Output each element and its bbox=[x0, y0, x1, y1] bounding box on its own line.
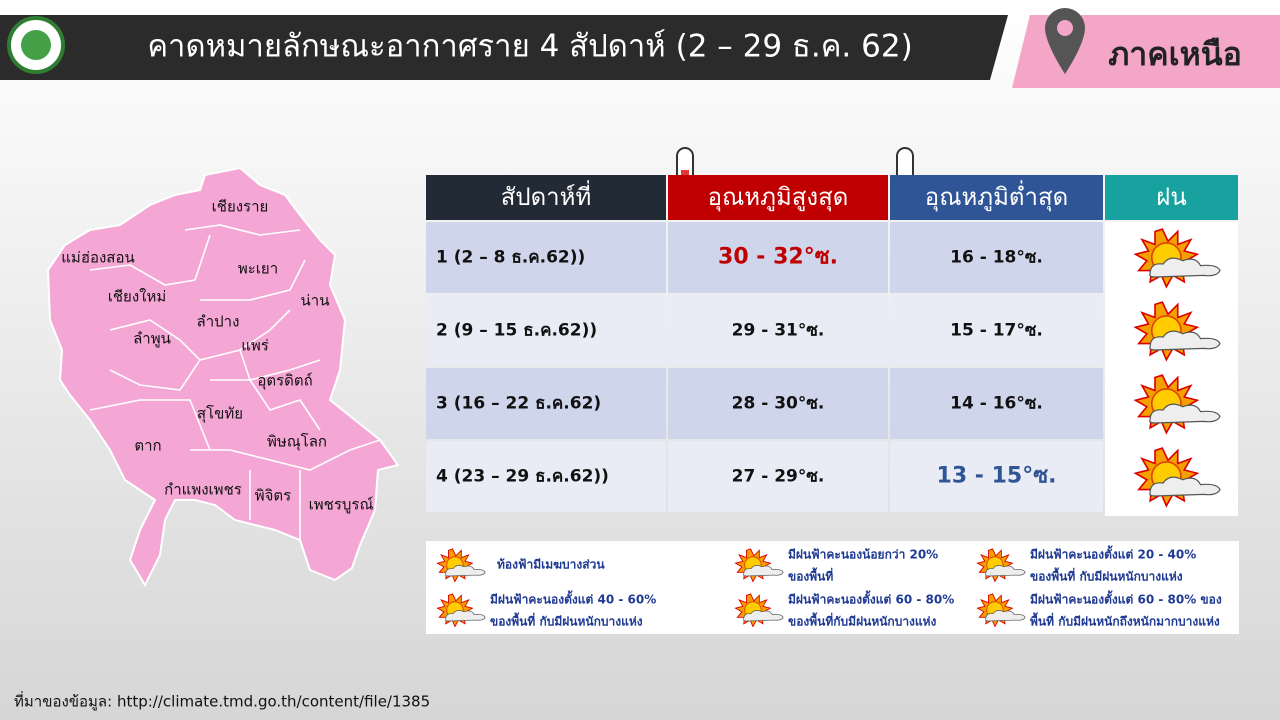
legend-box bbox=[426, 541, 1239, 634]
cell-text: 1 (2 – 8 ธ.ค.62)) bbox=[436, 248, 585, 268]
cell-text: 3 (16 – 22 ธ.ค.62) bbox=[436, 394, 601, 414]
cell-text: 14 - 16°ซ. bbox=[950, 394, 1043, 414]
cell-text: 13 - 15°ซ. bbox=[937, 464, 1057, 489]
cell-text: 4 (23 – 29 ธ.ค.62)) bbox=[436, 467, 609, 487]
province-borders bbox=[89, 224, 381, 540]
table-cell bbox=[890, 222, 1103, 293]
legend-text: ท้องฟ้ามีเมฆบางส่วน bbox=[497, 558, 605, 572]
province-label: ลำพูน bbox=[133, 330, 171, 348]
table-cell bbox=[890, 368, 1103, 439]
header-text: ฝน bbox=[1156, 183, 1186, 211]
cell-text: 30 - 32°ซ. bbox=[718, 245, 838, 270]
legend-text: มีฝนฟ้าคะนองตั้งแต่ 40 - 60% bbox=[490, 590, 656, 607]
province-label: อุตรดิตถ์ bbox=[257, 372, 312, 391]
header-text: อุณหภูมิสูงสุด bbox=[708, 183, 849, 212]
header-cell bbox=[426, 175, 666, 220]
province-label: น่าน bbox=[301, 292, 330, 310]
legend-text: มีฝนฟ้าคะนองตั้งแต่ 60 - 80% bbox=[788, 590, 954, 607]
province-label: พิจิตร bbox=[255, 487, 291, 505]
province-label: ลำปาง bbox=[197, 313, 240, 331]
north-region-map bbox=[46, 166, 400, 588]
cell-text: 28 - 30°ซ. bbox=[732, 394, 825, 414]
province-label: แพร่ bbox=[241, 337, 269, 355]
legend-text: ของพื้นที่กับมีฝนหนักบางแห่ง bbox=[788, 612, 937, 629]
province-label: เพชรบูรณ์ bbox=[309, 496, 374, 514]
header-text: อุณหภูมิต่ำสุด bbox=[925, 180, 1068, 212]
table-cell bbox=[668, 441, 888, 512]
source: ที่มาของข้อมูล: http://climate.tmd.go.th… bbox=[14, 691, 430, 711]
table-cell bbox=[890, 295, 1103, 366]
legend-text: ของพื้นที่ bbox=[788, 567, 833, 584]
logo-inner bbox=[21, 30, 51, 60]
header-cell bbox=[890, 175, 1103, 220]
table-cell bbox=[426, 295, 666, 366]
table-cell bbox=[668, 368, 888, 439]
legend-text: ของพื้นที่ กับมีฝนหนักบางแห่ง bbox=[1030, 567, 1183, 584]
cell-text: 16 - 18°ซ. bbox=[950, 248, 1043, 268]
cell-text: 2 (9 – 15 ธ.ค.62)) bbox=[436, 321, 597, 341]
province-label: เชียงราย bbox=[212, 198, 269, 216]
header-text: สัปดาห์ที่ bbox=[501, 180, 592, 211]
legend-text: มีฝนฟ้าคะนองน้อยกว่า 20% bbox=[788, 548, 938, 562]
forecast-table: สัปดาห์ที่ อุณหภูมิสูงสุด อุณหภูมิต่ำสุด ฝน… bbox=[426, 175, 1238, 516]
region: ภาคเหนือ bbox=[1108, 35, 1242, 73]
legend-text: ของพื้นที่ กับมีฝนหนักบางแห่ง bbox=[490, 612, 643, 629]
pin-hole bbox=[1057, 20, 1073, 36]
province-label: พะเยา bbox=[238, 260, 278, 278]
table-cell bbox=[668, 295, 888, 366]
table-cell bbox=[426, 368, 666, 439]
province-label: พิษณุโลก bbox=[267, 433, 327, 452]
table-cell bbox=[890, 441, 1103, 512]
table-cell bbox=[668, 222, 888, 293]
legend-text: มีฝนฟ้าคะนองตั้งแต่ 20 - 40% bbox=[1030, 545, 1196, 562]
province-label: เชียงใหม่ bbox=[108, 288, 167, 306]
cell-text: 27 - 29°ซ. bbox=[732, 467, 825, 487]
title: คาดหมายลักษณะอากาศราย 4 สัปดาห์ (2 – 29 … bbox=[147, 29, 912, 65]
header-cell bbox=[668, 175, 888, 220]
legend-text: มีฝนฟ้าคะนองตั้งแต่ 60 - 80% ของ bbox=[1030, 590, 1222, 607]
province-label: ตาก bbox=[134, 437, 161, 455]
pin-icon bbox=[1045, 8, 1085, 74]
table-cell bbox=[426, 222, 666, 293]
table-cell bbox=[426, 441, 666, 512]
province-label: แม่ฮ่องสอน bbox=[61, 249, 134, 267]
title-bar bbox=[0, 15, 1008, 80]
cell-text: 15 - 17°ซ. bbox=[950, 321, 1043, 341]
province-label: กำแพงเพชร bbox=[164, 481, 242, 499]
cell-text: 29 - 31°ซ. bbox=[732, 321, 825, 341]
province-label: สุโขทัย bbox=[197, 405, 243, 424]
legend-text: พื้นที่ กับมีฝนหนักถึงหนักมากบางแห่ง bbox=[1030, 612, 1220, 629]
legend: ท้องฟ้ามีเมฆบางส่วน มีฝนฟ้าคะนองน้อยกว่า … bbox=[426, 541, 1239, 634]
header-cell bbox=[1105, 175, 1238, 220]
